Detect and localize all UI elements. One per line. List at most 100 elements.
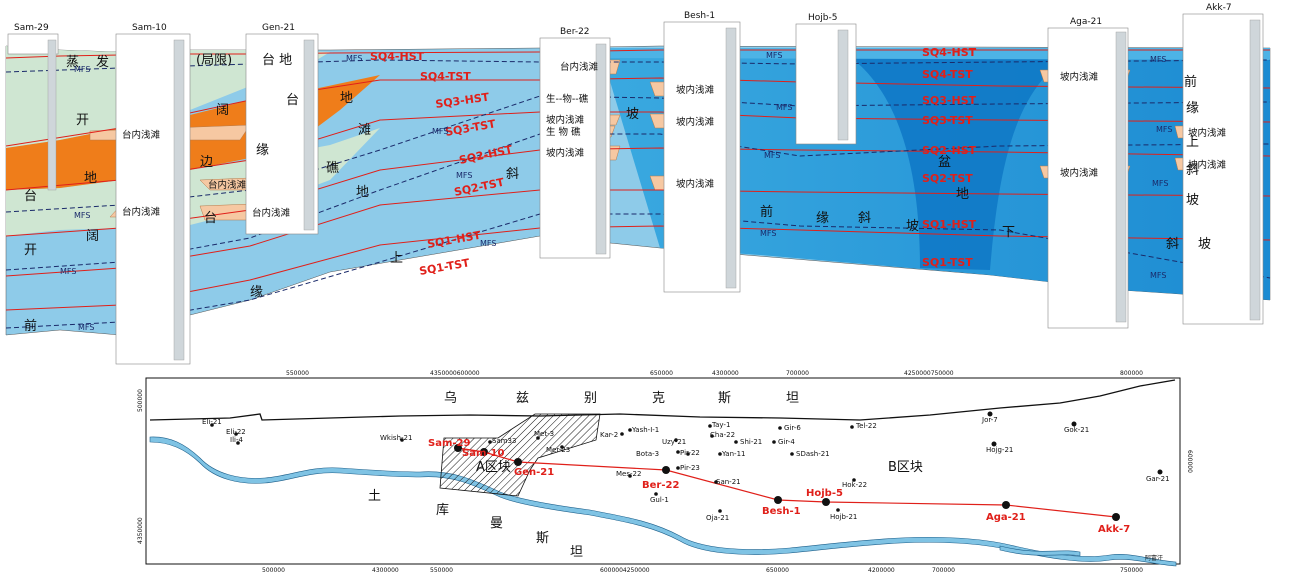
shoal-label: 台内浅滩 [122,129,161,141]
map-well-label: Gok-21 [1064,426,1089,434]
map-well-label: Oja-21 [706,514,729,522]
shoal-label: 坡内浅滩 [546,114,585,126]
map-well-label: Hojg-21 [986,446,1013,454]
mfs-label: MFS [456,171,472,180]
mfs-label: MFS [764,151,780,160]
map-well-label: Yash-Ⅰ-1 [631,426,659,434]
map-well-label: Gul-1 [650,496,669,504]
mfs-label: MFS [1156,125,1172,134]
facies-char: 斜 [1186,163,1199,178]
shoal-label: 坡内浅滩 [1060,167,1099,179]
region-char: 兹 [516,391,529,406]
region-char: 斯 [536,531,549,546]
map-section-well: Ber-22 [642,480,679,491]
well-name-6: Hojb-5 [808,13,837,23]
map-well-label: Mes-22 [616,470,641,478]
cross-section: Sam-29 Sam-10 Gen-21 Ber-22 Besh-1 Hojb-… [5,3,1271,365]
border-line [149,379,1176,421]
map-well-label: Mer-23 [546,446,570,454]
well-logs [47,19,1261,361]
facies-char: 缘 [816,211,829,226]
seq-label-sq4-hst: SQ4-HST [370,50,425,63]
region-char: 乌 [444,390,457,406]
mfs-label: MFS [1150,55,1166,64]
facies-char: 地 [84,171,97,186]
axis-bottom-label: 6000004250000 [600,567,650,574]
map-well-label: Eli-21 [202,418,222,426]
axis-bottom-label: 4300000 [372,567,399,574]
map-well-label: Kar-2 [600,431,618,439]
shoal-label: 坡内浅滩 [1060,71,1099,83]
region-char: 别 [584,391,597,406]
map-well-label: Tel-22 [855,422,877,430]
axis-bottom-label: 4200000 [868,567,895,574]
axis-bottom-label: 750000 [1120,567,1143,574]
map-section-well: Akk-7 [1098,524,1130,535]
well-columns [7,13,1264,365]
shoal-label: 台内浅滩 [122,206,161,218]
map-section-well: Gen-21 [514,467,554,478]
facies-char: 缘 [256,143,269,158]
facies-char: 前 [760,204,773,220]
region-char: 克 [652,391,665,406]
region-char: 坦 [786,391,799,406]
river-label: 阿富汗 [1145,554,1163,562]
facies-char: 下 [1002,225,1015,240]
facies-char: 滩 [358,123,371,138]
map-well-label: Tay-1 [711,421,730,429]
facies-char: 缘 [1186,101,1199,116]
seq-label-sq3-hst-b: SQ3-HST [922,94,977,107]
map-well-label: Bota-3 [636,450,659,458]
mfs-labels: MFS MFS MFS MFS MFS MFS MFS MFS MFS MFS … [60,51,1172,332]
seq-label-sq2-hst-b: SQ2-HST [922,144,977,157]
block-a-label: A区块 [476,460,511,475]
region-char: 土 [368,489,381,504]
mfs-label: MFS [760,229,776,238]
axis-top-label: 4250000750000 [904,370,954,377]
seq-label-sq2-tst-b: SQ2-TST [922,172,973,185]
shoal-label: 台内浅滩 [560,61,599,73]
axis-bottom-label: 650000 [766,567,789,574]
map-section-well: Besh-1 [762,506,801,517]
section-well-labels: Sam-29 Sam-10 Gen-21 Ber-22 Besh-1 Hojb-… [428,438,1130,535]
facies-char: 上 [1186,135,1199,150]
map-well-label: Hojb-21 [830,513,857,521]
facies-char: 斜 [1166,237,1179,252]
other-wells [210,411,1163,513]
map-section-well: Aga-21 [986,512,1026,523]
facies-char: 前 [1184,74,1197,90]
seq-label-sq1-tst-b: SQ1-TST [922,256,973,269]
facies-char: 前 [24,318,37,334]
well-names: Sam-29 Sam-10 Gen-21 Ber-22 Besh-1 Hojb-… [14,3,1232,37]
well-name-5: Besh-1 [684,11,715,21]
axis-bottom-label: 700000 [932,567,955,574]
map-well-label: Gir-6 [784,424,801,432]
map-well-label: Shi-21 [740,438,762,446]
facies-char: 斜 [858,211,871,226]
seq-label-sq3-tst-b: SQ3-TST [922,114,973,127]
shoal-label: 坡内浅滩 [1188,159,1227,171]
seq-label-sq4-hst-b: SQ4-HST [922,46,977,59]
facies-char: 发 [96,54,109,70]
region-char: 曼 [490,516,503,531]
facies-char: 坡 [626,107,639,122]
mfs-label: MFS [78,323,94,332]
well-name-7: Aga-21 [1070,17,1102,27]
map-well-label: Hok-22 [842,481,867,489]
map-well-label: Yan-11 [721,450,745,458]
axis-bottom-label: 550000 [430,567,453,574]
mfs-label: MFS [74,65,90,74]
facies-char: 斜 [506,167,519,182]
facies-char: 开 [24,243,37,258]
axis-left-label: 4350000 [137,517,144,544]
map-well-label: Pir-22 [680,449,700,457]
shoal-label: 坡内浅滩 [676,84,715,96]
block-b-label: B区块 [888,460,923,475]
region-char: 斯 [718,391,731,406]
facies-char: 阔 [216,103,229,118]
shoal-label: 坡内浅滩 [676,178,715,190]
map-well-label: Jor-7 [981,416,998,424]
location-map: Sam-29 Sam-10 Gen-21 Ber-22 Besh-1 Hojb-… [137,370,1193,574]
map-well-label: Sam33 [492,437,516,445]
